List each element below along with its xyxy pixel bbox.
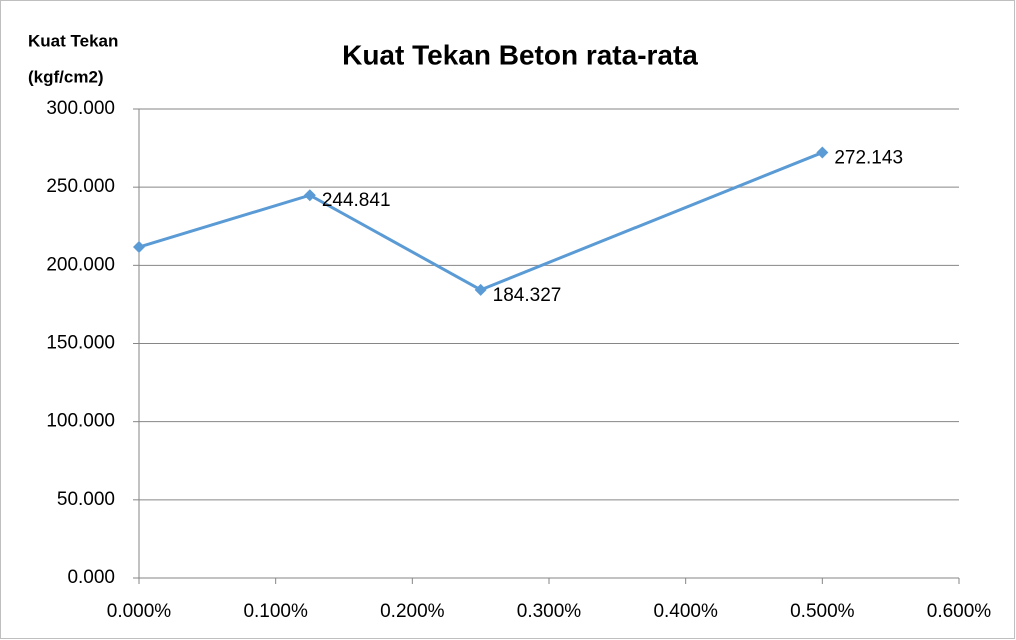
y-tick-label: 0.000 <box>67 567 115 588</box>
x-tick-label: 0.000% <box>107 601 172 622</box>
data-label: 272.143 <box>834 148 903 169</box>
y-tick-label: 50.000 <box>57 489 115 510</box>
data-label: 184.327 <box>493 285 562 306</box>
y-tick-label: 300.000 <box>46 98 115 119</box>
data-label: 244.841 <box>322 190 391 211</box>
data-point <box>303 189 316 202</box>
data-point <box>133 241 145 254</box>
data-point <box>474 283 487 296</box>
x-tick-label: 0.600% <box>927 601 992 622</box>
y-tick-label: 100.000 <box>46 411 115 432</box>
x-tick-label: 0.400% <box>653 601 718 622</box>
y-tick-label: 250.000 <box>46 176 115 197</box>
x-tick-label: 0.500% <box>790 601 855 622</box>
y-tick-label: 150.000 <box>46 333 115 354</box>
y-axis-label: (kgf/cm2) <box>28 67 104 86</box>
x-tick-label: 0.200% <box>380 601 445 622</box>
x-tick-label: 0.100% <box>243 601 308 622</box>
y-axis-label: Kuat Tekan <box>28 31 118 50</box>
x-tick-label: 0.300% <box>517 601 582 622</box>
data-point <box>816 146 829 159</box>
data-line <box>138 151 823 292</box>
y-tick-label: 200.000 <box>46 254 115 275</box>
chart-title: Kuat Tekan Beton rata-rata <box>342 39 698 70</box>
